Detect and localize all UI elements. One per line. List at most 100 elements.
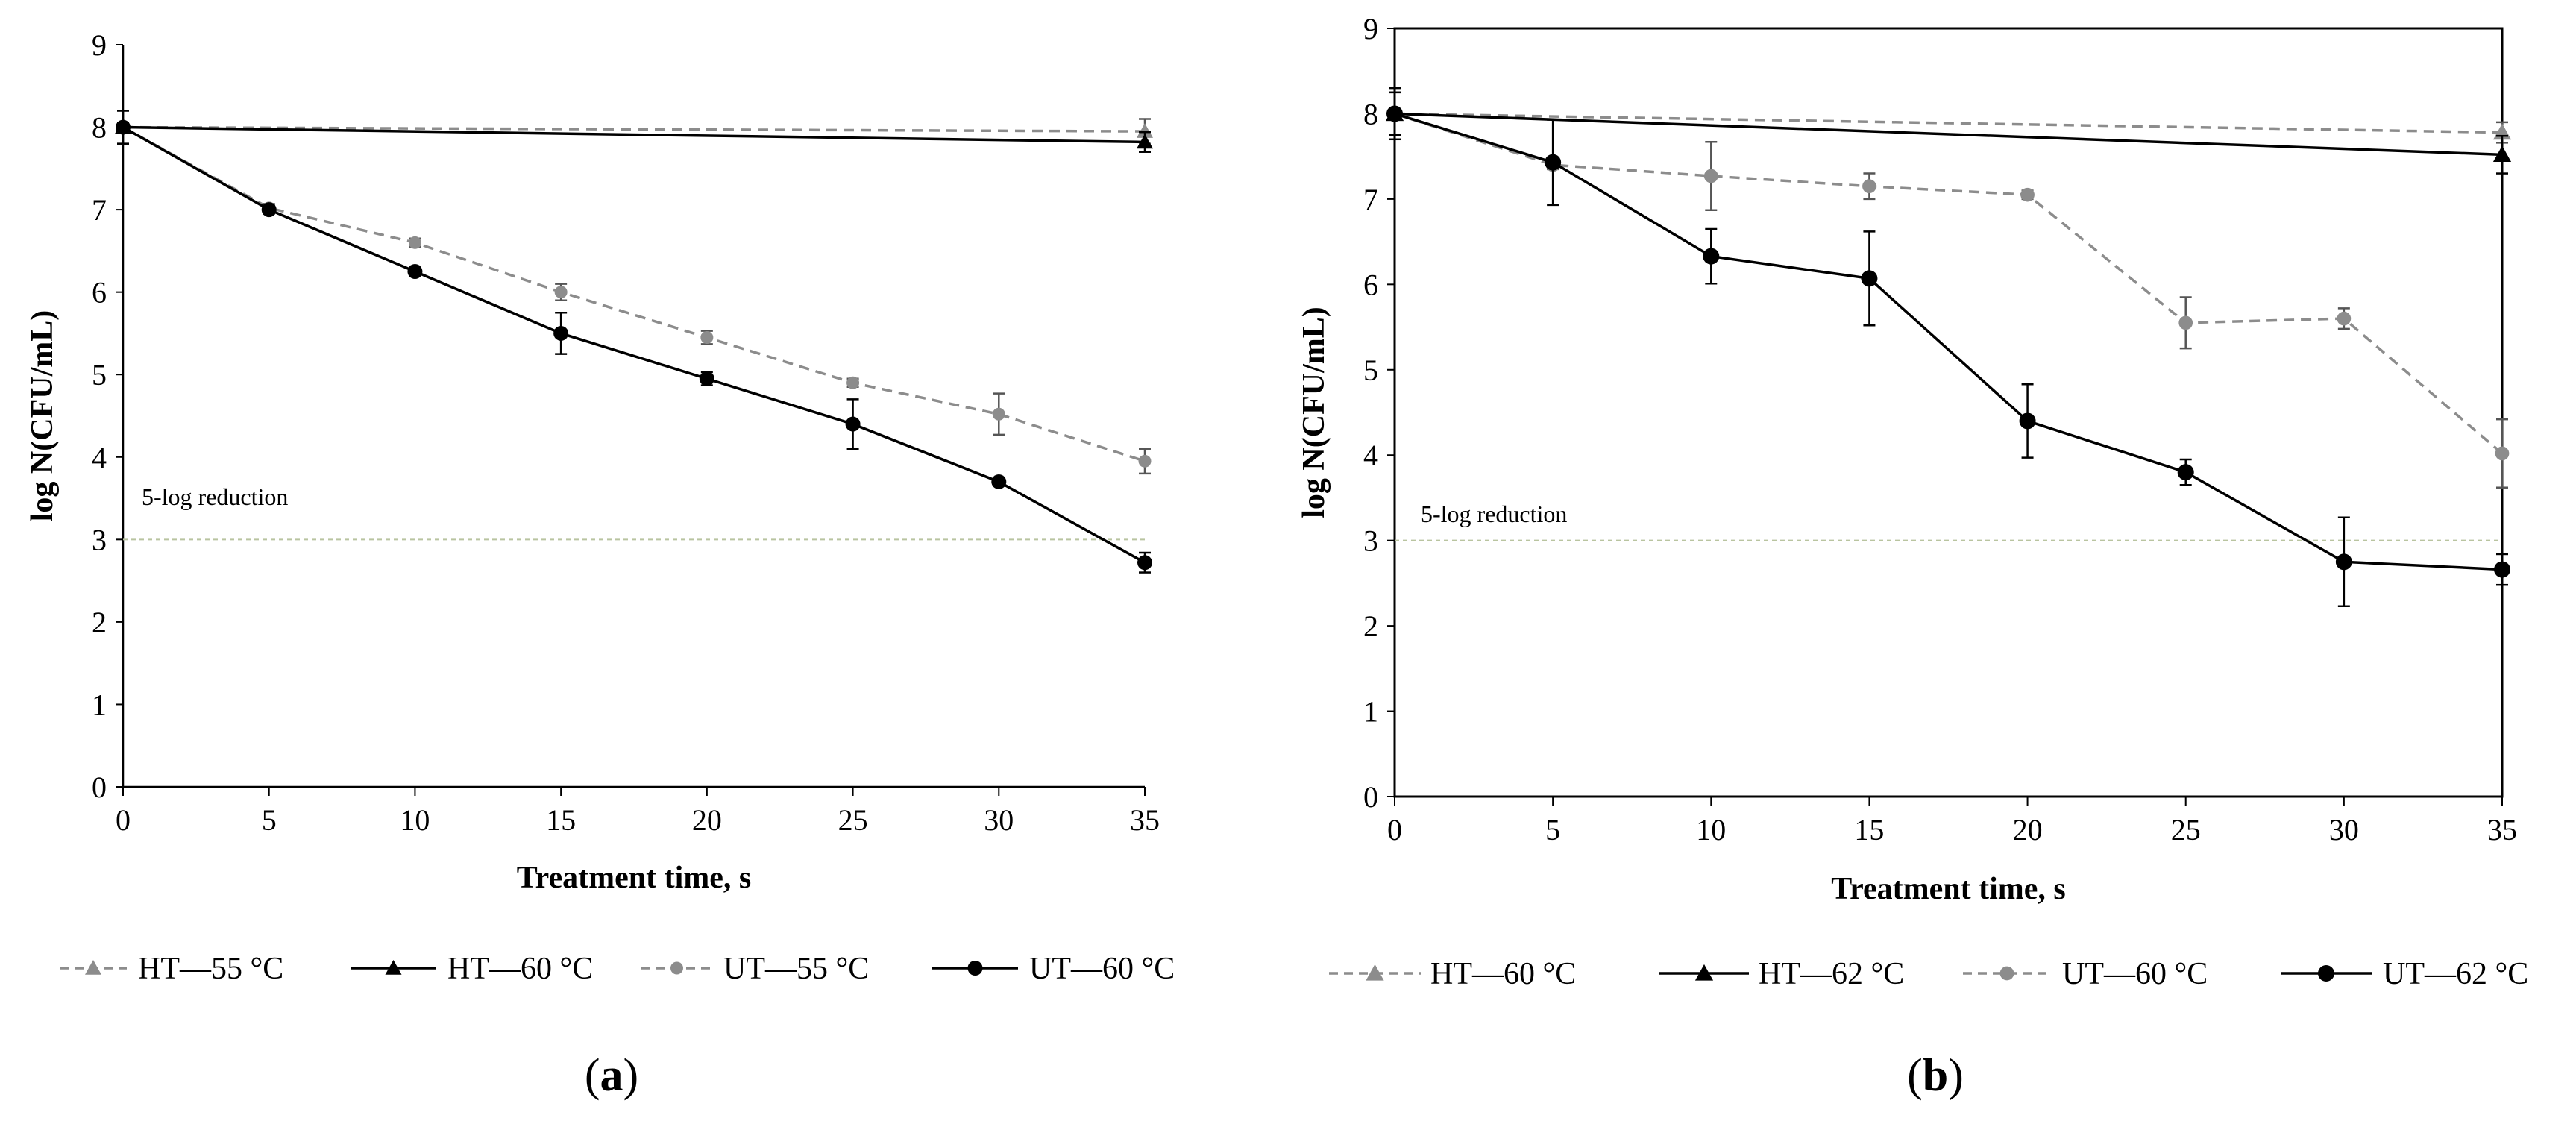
series-line xyxy=(122,126,1146,462)
series-ht-60-c xyxy=(115,110,1153,153)
data-point xyxy=(846,376,860,389)
x-tick-label: 35 xyxy=(2487,813,2517,847)
data-point xyxy=(1703,248,1720,265)
legend-marker xyxy=(1999,966,2014,981)
y-tick-label: 9 xyxy=(1363,12,1378,45)
y-tick-label: 8 xyxy=(92,111,107,145)
series-line xyxy=(1394,112,2504,455)
panel-b: 0 1 2 3 4 5 6 7 8 9 0 5 10 15 20 25 30 35 5-log reduction T… xyxy=(1297,12,2528,1101)
x-tick-label: 25 xyxy=(838,803,868,837)
plot-frame xyxy=(1393,27,2504,798)
y-tick-label: 0 xyxy=(1363,780,1378,814)
y-tick-label: 0 xyxy=(92,770,107,804)
data-point xyxy=(553,325,569,341)
legend: HT—60 °C HT—62 °C UT—60 °C UT—62 °C xyxy=(1329,957,2528,991)
x-tick-label: 35 xyxy=(1130,803,1160,837)
y-tick-label: 5 xyxy=(92,358,107,392)
y-tick-label: 8 xyxy=(1363,97,1378,131)
legend-label: UT—55 °C xyxy=(723,952,869,986)
data-point xyxy=(408,236,421,249)
legend-item-ht-55-c: HT—55 °C xyxy=(60,952,283,986)
x-tick-label: 10 xyxy=(1696,813,1726,847)
legend-marker xyxy=(2318,965,2334,982)
data-point xyxy=(991,474,1007,489)
series-line xyxy=(1394,112,2503,571)
legend-marker xyxy=(385,960,402,975)
x-tick-label: 5 xyxy=(1545,813,1560,847)
x-tick-label: 0 xyxy=(1387,813,1402,847)
legend-item-ut-55-c: UT—55 °C xyxy=(641,952,869,986)
legend-label: HT—60 °C xyxy=(1430,957,1576,991)
y-tick-label: 9 xyxy=(92,28,107,62)
legend-label: HT—55 °C xyxy=(138,952,283,986)
data-point xyxy=(1137,134,1153,149)
y-tick-label: 2 xyxy=(92,606,107,639)
y-tick-label: 3 xyxy=(1363,524,1378,558)
data-point xyxy=(2492,145,2512,163)
y-axis-title: log N(CFU/mL) xyxy=(25,310,60,521)
series-ut-62-c xyxy=(1386,87,2510,608)
data-point xyxy=(2494,561,2510,578)
y-tick-label: 7 xyxy=(1363,183,1378,216)
y-tick-label: 6 xyxy=(92,276,107,310)
data-point xyxy=(2335,553,2352,571)
x-tick-label: 10 xyxy=(400,803,430,837)
data-point xyxy=(1861,270,1878,287)
x-axis-title: Treatment time, s xyxy=(1831,872,2066,906)
data-point xyxy=(845,416,861,432)
x-tick-label: 30 xyxy=(2329,813,2359,847)
data-point xyxy=(2178,315,2193,330)
x-tick-label: 25 xyxy=(2171,813,2201,847)
legend-item-ht-62-c: HT—62 °C xyxy=(1659,957,1904,991)
data-point xyxy=(1545,154,1562,171)
legend-marker xyxy=(1694,964,1714,981)
series-line xyxy=(122,126,1146,564)
data-point xyxy=(2019,412,2036,430)
reference-line-label: 5-log reduction xyxy=(142,483,288,510)
x-tick-label: 30 xyxy=(984,803,1014,837)
legend-marker xyxy=(85,960,101,975)
data-point xyxy=(1137,555,1152,571)
y-tick-label: 2 xyxy=(1363,609,1378,643)
legend-label: UT—62 °C xyxy=(2383,957,2528,991)
data-point xyxy=(554,286,568,299)
data-point xyxy=(1703,169,1718,183)
panel-label: (b) xyxy=(1907,1050,1964,1101)
data-point xyxy=(1137,123,1153,138)
panel-label: (a) xyxy=(585,1050,638,1101)
data-point xyxy=(261,202,277,218)
reference-line-label: 5-log reduction xyxy=(1421,500,1567,527)
y-tick-label: 5 xyxy=(1363,354,1378,387)
x-tick-label: 20 xyxy=(692,803,722,837)
x-tick-label: 0 xyxy=(116,803,131,837)
legend: HT—55 °C HT—60 °C UT—55 °C UT—60 °C xyxy=(60,952,1175,986)
data-point xyxy=(407,264,423,280)
x-tick-label: 20 xyxy=(2013,813,2043,847)
legend-label: HT—60 °C xyxy=(447,952,593,986)
legend-item-ut-62-c: UT—62 °C xyxy=(2281,957,2528,991)
data-point xyxy=(1386,105,1403,122)
data-point xyxy=(1862,179,1876,194)
series-line xyxy=(122,125,1146,144)
data-point xyxy=(2177,464,2194,481)
data-point xyxy=(2337,311,2352,326)
legend-item-ut-60-c: UT—60 °C xyxy=(1963,957,2208,991)
legend-item-ht-60-c: HT—60 °C xyxy=(1329,957,1576,991)
legend-label: HT—62 °C xyxy=(1759,957,1904,991)
data-point xyxy=(699,371,714,386)
series-ut-55-c xyxy=(116,121,1152,475)
data-point xyxy=(1138,454,1152,468)
series-line xyxy=(1394,112,2503,134)
legend-label: UT—60 °C xyxy=(2062,957,2208,991)
y-tick-label: 1 xyxy=(1363,695,1378,729)
data-point xyxy=(2495,446,2510,461)
legend-item-ht-60-c: HT—60 °C xyxy=(351,952,593,986)
data-point xyxy=(116,119,131,135)
y-tick-label: 3 xyxy=(92,523,107,556)
data-point xyxy=(2020,187,2035,202)
y-axis-title: log N(CFU/mL) xyxy=(1297,307,1331,518)
legend-marker xyxy=(670,961,683,975)
x-tick-label: 15 xyxy=(546,803,576,837)
legend-marker xyxy=(967,961,983,976)
